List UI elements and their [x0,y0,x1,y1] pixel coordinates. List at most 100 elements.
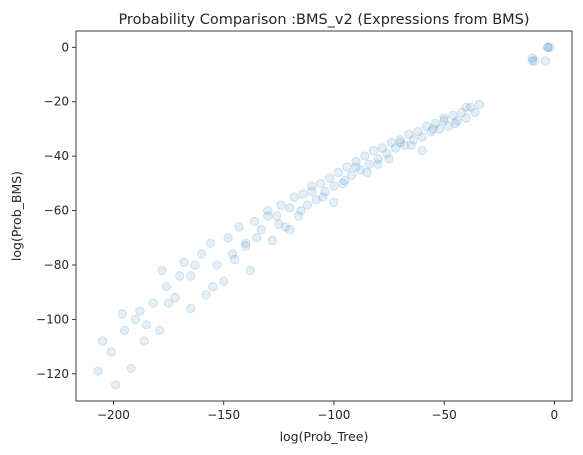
data-point [430,118,440,129]
data-point [256,224,266,235]
data-point [382,148,392,159]
data-point [316,178,326,189]
data-point [201,290,211,300]
data-point [461,102,471,112]
data-point [293,211,304,221]
data-point [296,205,306,216]
data-point [241,238,251,248]
data-point [155,325,165,335]
data-point [117,309,128,319]
data-point [190,260,200,270]
data-point [417,132,427,142]
data-point [263,211,273,221]
data-point [362,167,372,178]
data-point [329,197,339,208]
data-point [135,306,145,316]
data-point [163,298,174,308]
x-tick-label: −200 [97,408,130,422]
data-point [324,173,335,183]
data-point [439,113,449,123]
data-point [390,143,401,153]
y-axis-ticks: −120 −100 −80 −60 −40 −20 0 [36,40,76,381]
data-point [333,167,343,178]
data-point [141,320,152,330]
data-point [413,127,423,137]
data-point [527,56,537,66]
data-point [373,154,383,164]
x-axis-ticks: −200 −150 −100 −50 0 [97,401,558,422]
data-point [298,189,308,199]
data-point [274,219,284,229]
data-point [219,276,229,286]
data-point [170,292,180,303]
data-point [355,165,366,175]
data-point [408,135,418,145]
data-point [106,347,117,357]
plot-area [76,31,572,401]
data-point [223,233,233,243]
data-point [450,118,460,129]
y-tick-label: −40 [44,149,69,163]
data-point [373,159,383,170]
data-point [540,56,551,66]
data-point [360,151,370,161]
data-point [527,53,537,63]
data-point [185,271,196,281]
x-axis-label: log(Prob_Tree) [280,429,369,444]
y-tick-label: −20 [44,95,69,109]
data-point [174,271,185,281]
data-point [263,205,273,216]
data-point [417,146,427,156]
data-point [439,116,449,126]
data-point [364,159,374,170]
data-point [185,303,196,314]
data-point [208,282,218,292]
data-point [457,107,467,118]
data-point [351,162,361,172]
data-point [179,257,189,267]
data-point [157,265,167,276]
data-point [212,260,222,270]
data-point [395,137,405,148]
data-point [119,325,130,335]
data-point [435,124,445,134]
data-point [289,192,299,202]
y-axis-label: log(Prob_BMS) [9,171,24,261]
data-point [230,254,240,265]
data-point [428,124,438,134]
data-point [426,127,436,137]
data-point [474,99,485,110]
data-point [395,135,405,145]
data-point [470,107,480,118]
data-point [97,336,108,346]
data-point [529,56,540,66]
data-point [318,192,328,202]
data-point [252,233,262,243]
x-tick-label: −100 [317,408,350,422]
x-tick-label: −150 [207,408,240,422]
data-point [234,222,244,232]
data-point [130,314,141,325]
data-point [276,200,286,210]
data-point [329,181,339,191]
data-point [249,216,260,227]
data-point [384,154,394,164]
data-point [461,113,471,123]
data-point [346,170,357,180]
data-point [543,42,553,52]
data-point [267,235,277,246]
y-tick-label: −60 [44,204,69,218]
data-point [351,156,361,167]
data-point [139,336,150,346]
data-point [386,137,396,148]
data-point [93,366,103,376]
data-point [302,200,313,210]
y-tick-label: −80 [44,258,69,272]
data-point [465,102,476,112]
data-point [285,224,295,235]
y-tick-label: 0 [61,40,69,54]
data-point [285,203,295,213]
data-point [197,249,207,259]
data-point [307,181,317,191]
